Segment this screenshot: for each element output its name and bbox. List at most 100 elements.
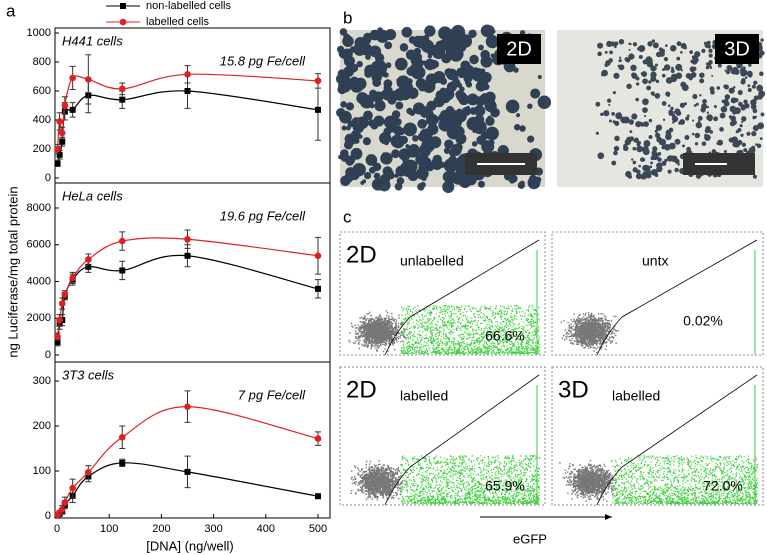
data-point: [118, 237, 126, 245]
data-point: [58, 129, 66, 137]
chart-title: 3T3 cells: [62, 367, 115, 382]
data-point: [85, 263, 92, 270]
panel-label: b: [343, 8, 352, 27]
data-point: [119, 267, 126, 274]
panel-label: a: [6, 1, 16, 20]
y-tick-label: 200: [33, 420, 51, 432]
y-tick-label: 300: [33, 375, 51, 387]
percent-label: 0.02%: [683, 313, 723, 329]
fit-line: [56, 254, 319, 343]
image-tag: 2D: [506, 38, 532, 60]
y-tick-label: 200: [33, 143, 51, 155]
events-positive: [612, 455, 759, 505]
sample-label: labelled: [400, 388, 448, 404]
data-point: [118, 85, 126, 93]
y-tick-label: 2000: [27, 312, 51, 324]
data-point: [54, 145, 61, 153]
sample-label: labelled: [612, 388, 660, 404]
events-positive: [400, 305, 540, 355]
data-point: [314, 435, 322, 442]
data-point: [69, 106, 76, 113]
chart-title: HeLa cells: [62, 188, 123, 203]
data-point: [69, 484, 76, 492]
condition-label: 3D: [558, 376, 589, 403]
data-point: [54, 339, 61, 346]
data-point: [69, 74, 76, 82]
y-tick-label: 8000: [27, 202, 51, 214]
flow-axis-label: eGFP: [513, 531, 547, 546]
data-point: [184, 88, 191, 94]
data-point: [54, 333, 61, 340]
chart-annotation: 15.8 pg Fe/cell: [220, 53, 306, 68]
data-point: [85, 76, 92, 83]
sample-label: untx: [642, 253, 668, 269]
data-point: [61, 291, 69, 298]
events-negative: [350, 460, 409, 501]
data-point: [56, 118, 63, 125]
data-point: [59, 138, 66, 145]
data-point: [56, 316, 63, 324]
percent-label: 65.9%: [485, 478, 525, 494]
data-point: [118, 433, 126, 441]
gate: [384, 239, 540, 356]
y-tick-label: 0: [45, 510, 51, 522]
y-tick-label: 400: [33, 114, 51, 126]
y-tick-label: 0: [45, 349, 51, 361]
x-tick-label: 500: [309, 523, 327, 535]
data-point: [315, 493, 321, 500]
data-point: [61, 102, 69, 109]
data-point: [54, 160, 61, 167]
events-positive: [400, 455, 541, 505]
data-point: [184, 252, 191, 259]
data-point: [315, 285, 321, 292]
x-axis-label: [DNA] (ng/well): [146, 538, 233, 553]
x-tick-label: 300: [204, 523, 222, 535]
x-tick-label: 200: [152, 523, 170, 535]
cell-stain: [335, 24, 552, 193]
data-point: [58, 300, 66, 307]
legend-marker: [119, 18, 127, 26]
y-tick-label: 0: [45, 172, 51, 184]
image-tag-bg: [715, 34, 759, 64]
data-point: [85, 256, 92, 263]
y-tick-label: 100: [33, 465, 51, 477]
y-tick-label: 1000: [27, 27, 51, 39]
plot-frame: [54, 361, 331, 519]
chart-annotation: 19.6 pg Fe/cell: [220, 208, 306, 223]
data-point: [314, 252, 322, 260]
data-point: [56, 151, 63, 158]
sample-label: unlabelled: [400, 253, 464, 269]
data-point: [119, 459, 126, 466]
y-tick-label: 4000: [27, 275, 51, 287]
data-point: [119, 96, 126, 103]
data-point: [184, 403, 191, 410]
data-point: [184, 71, 191, 78]
x-tick-label: 400: [257, 523, 275, 535]
events-negative: [559, 460, 618, 502]
chart-title: H441 cells: [62, 33, 123, 48]
data-point: [69, 274, 76, 282]
gate: [384, 374, 540, 506]
chart-annotation: 7 pg Fe/cell: [238, 387, 306, 402]
legend-marker: [120, 3, 126, 9]
image-tag-bg: [497, 34, 541, 64]
gate: [596, 374, 758, 506]
percent-label: 72.0%: [703, 478, 743, 494]
data-point: [314, 77, 322, 85]
percent-label: 66.6%: [485, 328, 525, 344]
x-tick-label: 100: [100, 523, 118, 535]
cell-stain: [595, 38, 766, 180]
y-tick-label: 800: [33, 56, 51, 68]
gate: [596, 239, 758, 356]
y-axis-label: ng Luciferase/mg total protein: [5, 186, 20, 357]
legend-label: non-labelled cells: [146, 0, 231, 12]
y-tick-label: 6000: [27, 239, 51, 251]
condition-label: 2D: [346, 376, 377, 403]
image-tag: 3D: [724, 38, 750, 60]
events-negative: [348, 310, 411, 353]
events-negative: [560, 312, 619, 354]
data-point: [184, 235, 191, 243]
y-tick-label: 600: [33, 85, 51, 97]
data-point: [184, 468, 191, 475]
